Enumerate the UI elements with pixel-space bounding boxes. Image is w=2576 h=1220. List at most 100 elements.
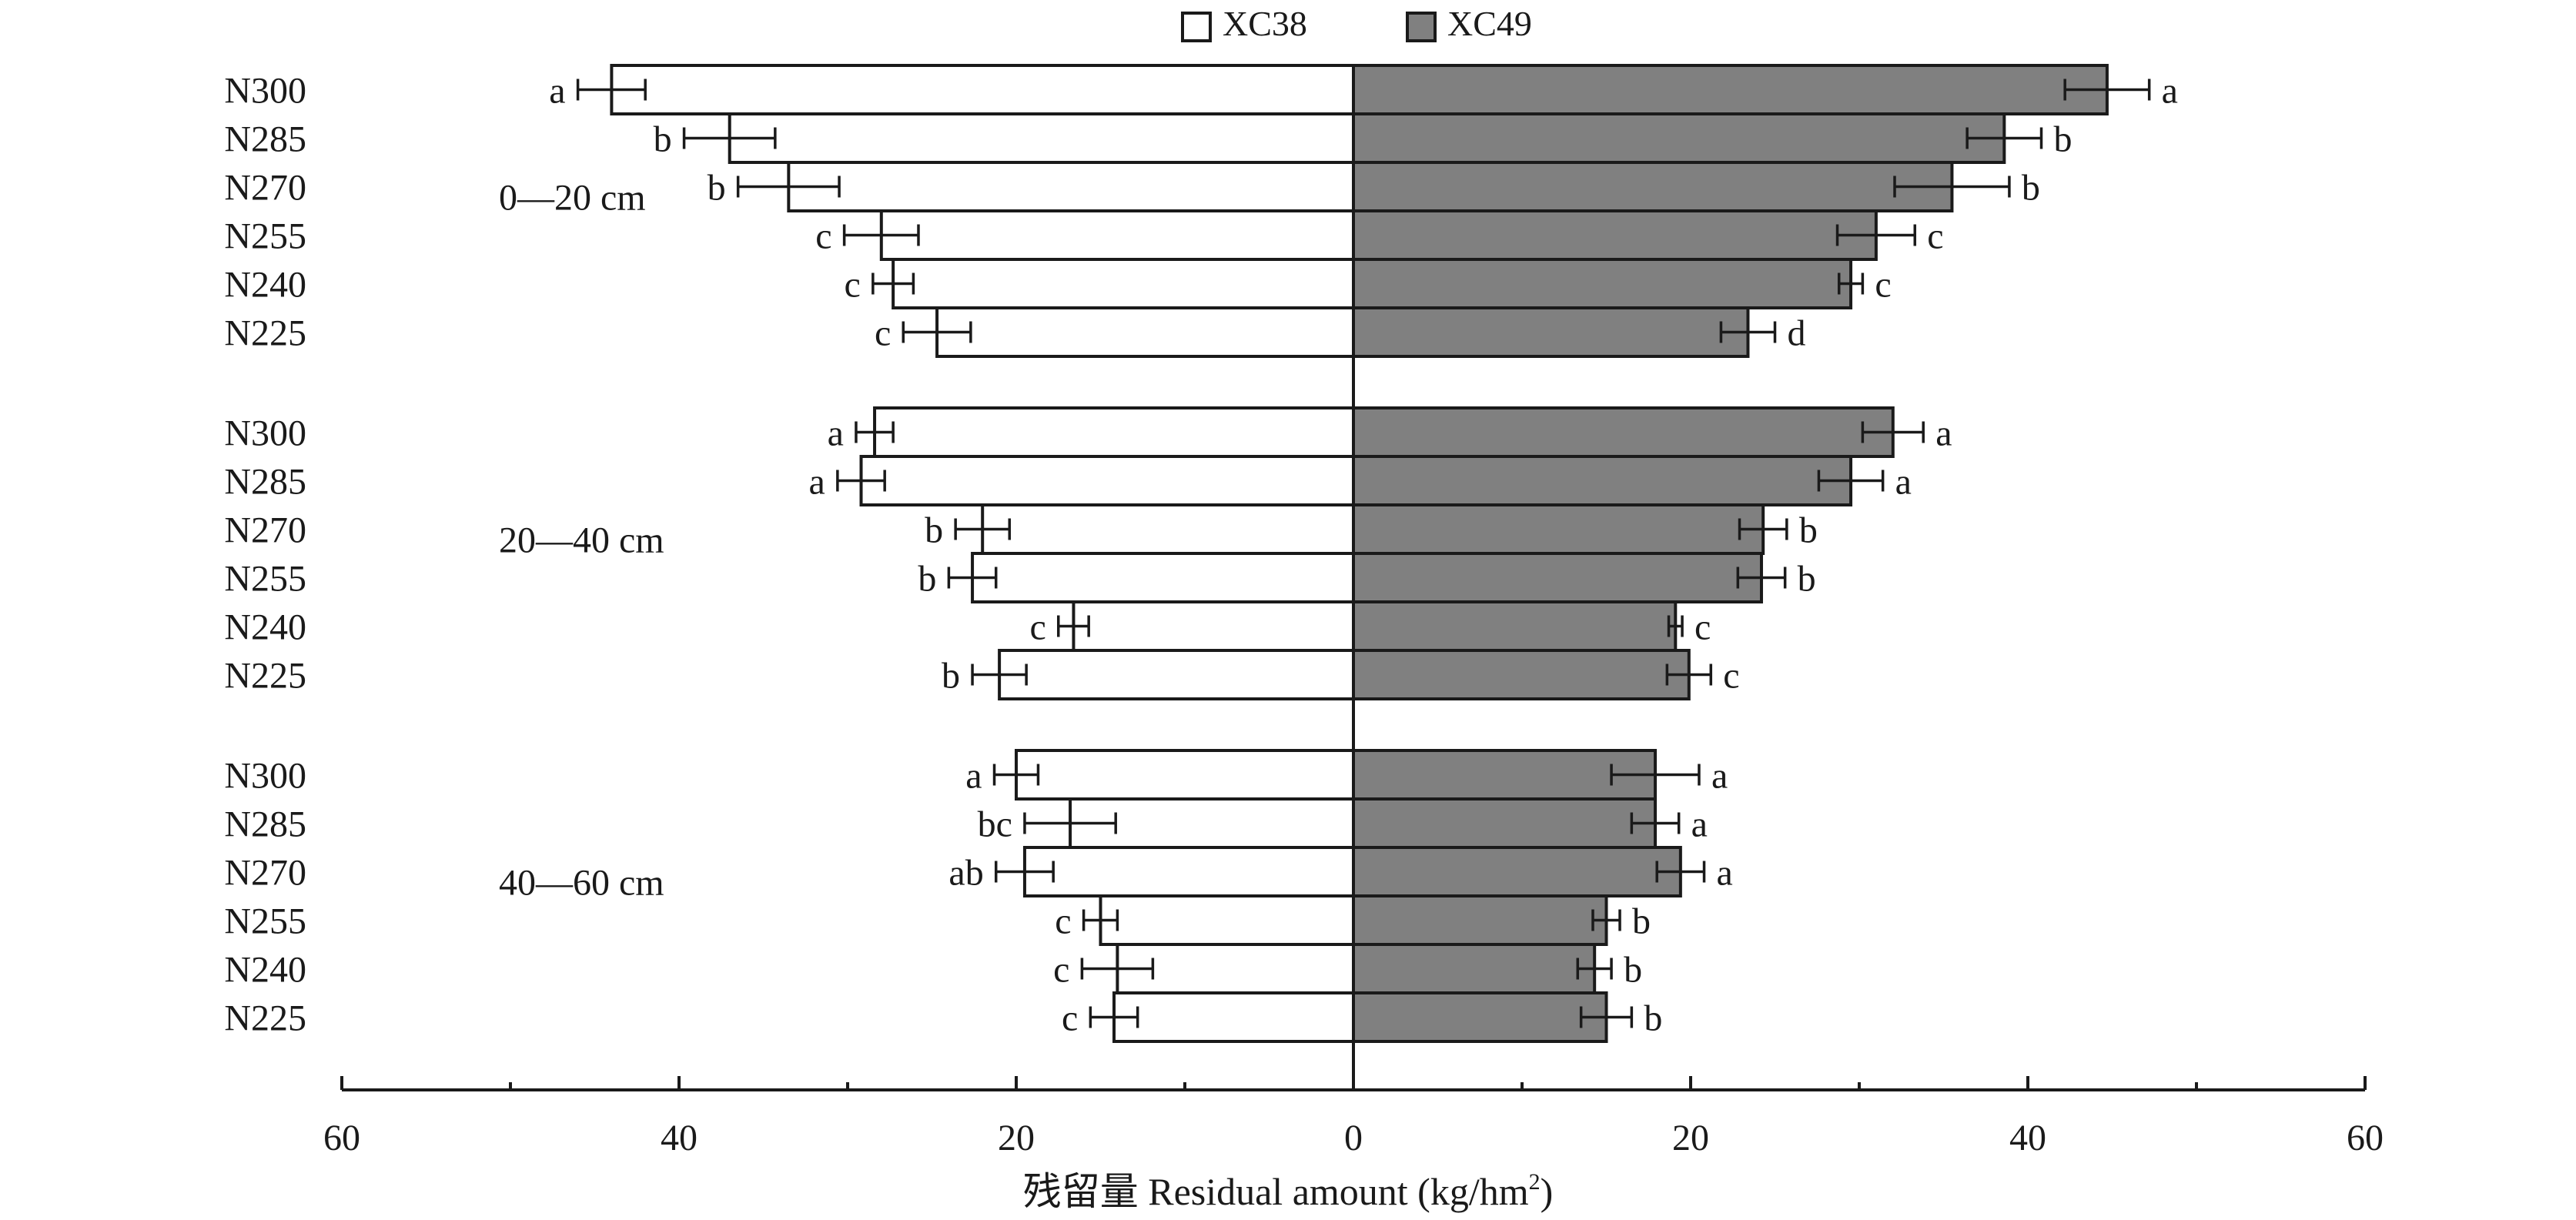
significance-letter-xc38: c [875, 313, 891, 354]
bar-xc38 [873, 406, 1356, 458]
error-bar-xc38 [1089, 1006, 1139, 1028]
bar-xc49 [1352, 306, 1750, 358]
bar-xc49 [1352, 991, 1608, 1043]
error-bar-xc49 [1837, 272, 1865, 295]
significance-letter-xc38: b [654, 119, 672, 160]
significance-letter-xc38: b [918, 559, 936, 600]
bar-xc49 [1352, 894, 1608, 946]
bar-xc49 [1352, 455, 1853, 506]
error-bar-xc49 [1579, 1006, 1634, 1028]
category-label: N270 [224, 510, 306, 551]
significance-letter-xc38: b [942, 656, 960, 697]
category-label: N240 [224, 265, 306, 306]
error-bar-xc38 [992, 764, 1040, 786]
bar-xc38 [879, 209, 1356, 261]
bar-xc38 [981, 503, 1355, 555]
error-bar-xc38 [994, 861, 1055, 883]
significance-letter-xc49: a [1711, 756, 1728, 797]
bar-xc38 [1015, 749, 1355, 801]
significance-letter-xc49: b [1644, 998, 1662, 1039]
category-label: N225 [224, 313, 306, 354]
significance-letter-xc49: c [1723, 656, 1739, 697]
significance-letter-xc38: c [815, 216, 831, 257]
significance-letter-xc38: a [809, 462, 825, 503]
bar-xc49 [1352, 846, 1682, 897]
bar-xc38 [1099, 894, 1355, 946]
x-tick-label: 20 [1672, 1118, 1709, 1158]
category-label: N255 [224, 216, 306, 257]
bar-xc38 [1112, 991, 1356, 1043]
x-tick-label: 0 [1344, 1118, 1363, 1158]
error-bar-xc49 [1610, 764, 1701, 786]
category-label: N285 [224, 462, 306, 503]
significance-letter-xc38: ab [948, 853, 983, 894]
error-bar-xc49 [2063, 79, 2151, 101]
bar-xc49 [1352, 749, 1658, 801]
significance-letter-xc49: b [1799, 510, 1818, 551]
significance-letter-xc49: b [2054, 119, 2073, 160]
category-label: N255 [224, 901, 306, 942]
category-label: N300 [224, 413, 306, 454]
category-label: N240 [224, 950, 306, 991]
error-bar-xc38 [971, 663, 1028, 686]
bar-xc49 [1352, 503, 1765, 555]
error-bar-xc38 [1057, 615, 1090, 637]
x-tick-label: 40 [661, 1118, 698, 1158]
error-bar-xc38 [1080, 958, 1155, 980]
error-bar-xc49 [1576, 958, 1613, 980]
bar-xc38 [971, 552, 1356, 603]
error-bar-xc38 [902, 321, 972, 343]
significance-letter-xc38: c [1055, 901, 1071, 942]
category-label: N300 [224, 756, 306, 797]
category-label: N240 [224, 607, 306, 648]
bar-xc49 [1352, 797, 1658, 849]
error-bar-xc38 [1023, 812, 1117, 834]
significance-letter-xc49: a [1895, 462, 1912, 503]
error-bar-xc38 [682, 127, 777, 149]
x-tick-label: 60 [323, 1118, 360, 1158]
bar-xc49 [1352, 112, 2006, 164]
significance-letter-xc38: b [708, 168, 726, 209]
significance-letter-xc49: a [1717, 853, 1733, 894]
significance-letter-xc49: b [2022, 168, 2040, 209]
error-bar-xc49 [1591, 909, 1621, 931]
x-tick-label: 60 [2347, 1118, 2384, 1158]
category-label: N270 [224, 853, 306, 894]
bar-xc49 [1352, 258, 1853, 309]
legend-swatch-xc38 [1181, 12, 1212, 42]
error-bar-xc38 [836, 470, 886, 492]
bar-xc49 [1352, 406, 1895, 458]
bar-xc38 [1069, 797, 1355, 849]
error-bar-xc38 [855, 421, 895, 443]
x-axis-label-tail: ) [1541, 1170, 1554, 1213]
significance-letter-xc49: c [1694, 607, 1711, 648]
legend: XC38 XC49 [1181, 4, 1532, 43]
legend-label-xc38: XC38 [1223, 4, 1307, 43]
error-bar-xc38 [842, 224, 920, 246]
bar-xc49 [1352, 649, 1691, 700]
error-bar-xc49 [1893, 175, 2011, 198]
bar-xc38 [1022, 846, 1355, 897]
error-bar-xc49 [1655, 861, 1706, 883]
significance-letter-xc38: c [1062, 998, 1078, 1039]
x-axis-label-sup: 2 [1529, 1169, 1541, 1195]
significance-letter-xc38: bc [978, 804, 1012, 845]
error-bar-xc38 [1082, 909, 1119, 931]
bar-xc38 [859, 455, 1355, 506]
bar-xc38 [892, 258, 1355, 309]
error-bar-xc49 [1665, 663, 1713, 686]
bar-xc38 [610, 64, 1355, 115]
depth-label: 0—20 cm [499, 178, 646, 219]
error-bar-xc49 [1667, 615, 1684, 637]
legend-label-xc49: XC49 [1447, 4, 1532, 43]
bar-xc38 [935, 306, 1355, 358]
category-label: N270 [224, 168, 306, 209]
bar-xc49 [1352, 64, 2109, 115]
bar-xc38 [787, 161, 1355, 212]
significance-letter-xc49: a [2162, 71, 2178, 112]
error-bar-xc49 [1835, 224, 1917, 246]
